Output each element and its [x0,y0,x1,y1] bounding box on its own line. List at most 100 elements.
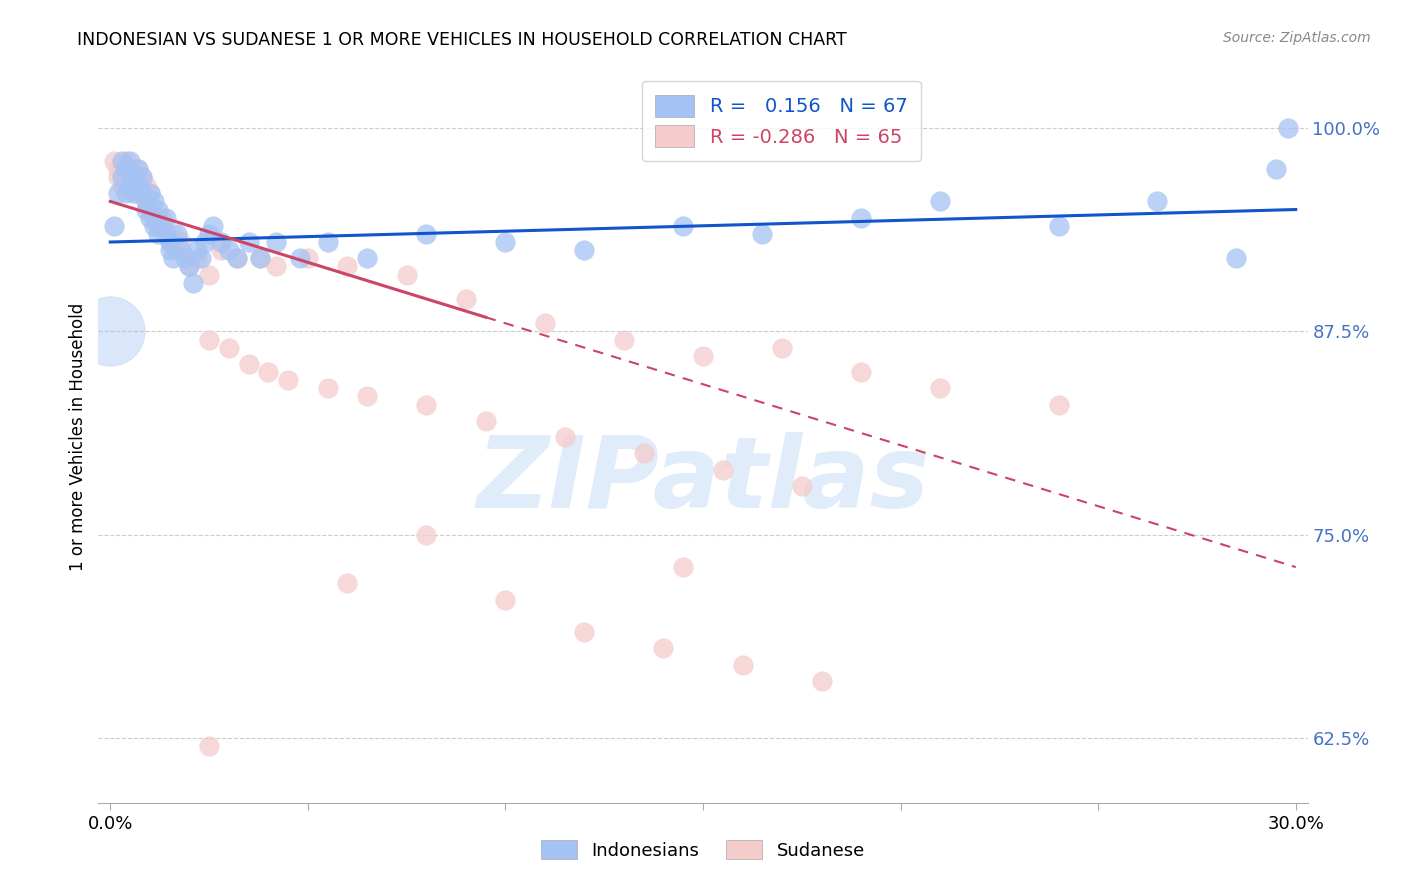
Point [181,276,204,290]
Point [179,260,201,274]
Point [574,243,596,257]
Point [107,161,129,176]
Point [146,219,169,233]
Point [142,194,165,209]
Point [103,153,125,168]
Point [111,178,134,193]
Point [415,227,437,241]
Point [111,153,134,168]
Point [849,365,872,379]
Point [751,227,773,241]
Point [115,186,138,201]
Point [155,211,177,225]
Point [122,186,145,201]
Point [202,219,225,233]
Point [1146,194,1168,209]
Point [127,178,149,193]
Point [474,414,496,428]
Point [692,349,714,363]
Point [929,381,952,395]
Point [111,161,134,176]
Point [146,202,169,217]
Point [238,357,260,371]
Point [297,252,319,266]
Point [131,169,153,184]
Point [122,186,145,201]
Point [849,211,872,225]
Point [131,169,153,184]
Point [179,260,201,274]
Point [672,219,695,233]
Point [415,527,437,541]
Point [150,219,173,233]
Point [288,252,311,266]
Point [336,260,359,274]
Point [209,243,232,257]
Point [790,479,813,493]
Point [336,576,359,591]
Text: INDONESIAN VS SUDANESE 1 OR MORE VEHICLES IN HOUSEHOLD CORRELATION CHART: INDONESIAN VS SUDANESE 1 OR MORE VEHICLE… [77,31,846,49]
Point [166,243,188,257]
Point [131,186,153,201]
Point [613,333,636,347]
Point [249,252,271,266]
Point [770,341,793,355]
Point [238,235,260,249]
Point [118,178,141,193]
Point [194,235,217,249]
Point [415,398,437,412]
Point [118,161,141,176]
Point [150,211,173,225]
Point [139,211,162,225]
Point [316,381,339,395]
Point [159,235,181,249]
Point [122,169,145,184]
Text: Source: ZipAtlas.com: Source: ZipAtlas.com [1223,31,1371,45]
Point [142,219,165,233]
Point [534,316,557,330]
Point [395,268,418,282]
Point [316,235,339,249]
Point [1225,252,1247,266]
Point [159,235,181,249]
Point [174,252,197,266]
Point [155,227,177,241]
Point [356,389,378,403]
Point [218,341,240,355]
Point [139,186,162,201]
Point [127,161,149,176]
Point [652,641,675,656]
Legend: Indonesians, Sudanese: Indonesians, Sudanese [534,833,872,867]
Text: ZIPatlas: ZIPatlas [477,433,929,530]
Point [170,243,193,257]
Point [494,592,516,607]
Point [111,169,134,184]
Point [225,252,247,266]
Point [218,243,240,257]
Point [155,227,177,241]
Point [810,673,832,688]
Point [277,373,299,387]
Point [162,227,184,241]
Point [146,227,169,241]
Point [711,462,734,476]
Point [494,235,516,249]
Point [1277,121,1299,136]
Point [186,252,208,266]
Point [198,739,221,753]
Point [672,560,695,574]
Point [166,227,188,241]
Point [135,202,157,217]
Point [162,252,184,266]
Point [356,252,378,266]
Point [731,657,754,672]
Point [103,219,125,233]
Point [198,268,221,282]
Point [554,430,576,444]
Point [115,161,138,176]
Point [135,194,157,209]
Point [142,211,165,225]
Point [127,161,149,176]
Point [131,186,153,201]
Point [127,178,149,193]
